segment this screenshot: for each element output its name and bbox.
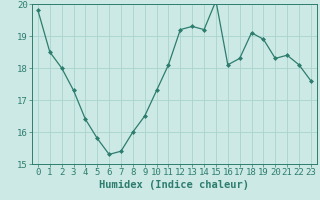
X-axis label: Humidex (Indice chaleur): Humidex (Indice chaleur) bbox=[100, 180, 249, 190]
